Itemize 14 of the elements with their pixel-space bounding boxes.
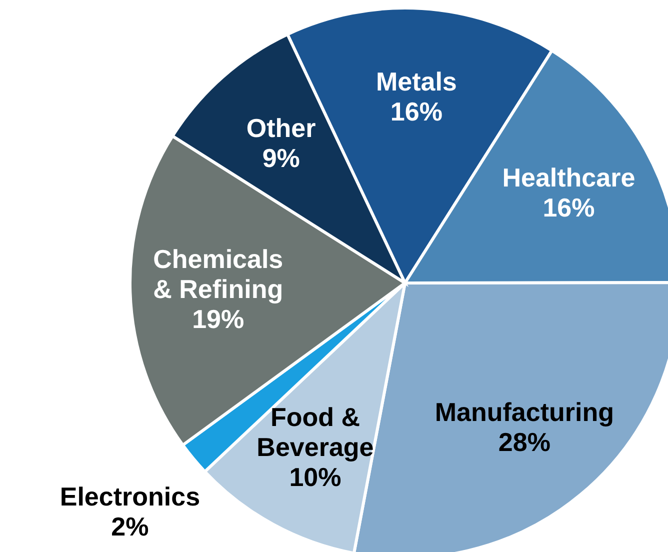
data-label: 9% [262,142,300,173]
slice-label: Manufacturing [434,396,614,427]
slice-label: Healthcare [502,162,636,193]
data-label: 16% [390,96,442,126]
slice-label: Electronics [60,481,200,512]
data-label: 10% [289,462,342,492]
slice-label: Other [246,112,316,143]
slice-label: Food & Beverage [256,402,374,462]
data-label: 28% [498,426,550,457]
slice-label: Chemicals & Refining [153,244,284,304]
data-label: 16% [542,192,595,223]
slice-label: Metals [376,66,457,96]
data-label: 19% [192,304,244,334]
data-label: 2% [111,511,149,542]
